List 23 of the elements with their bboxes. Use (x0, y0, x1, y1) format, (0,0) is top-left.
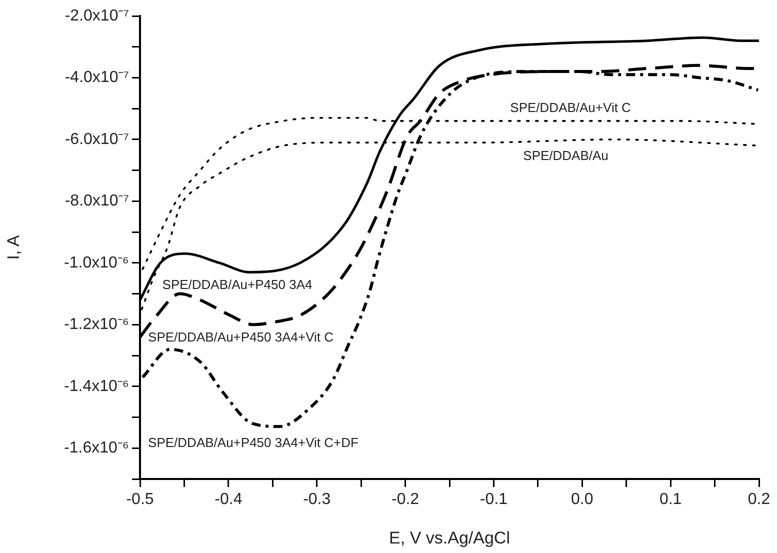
series-label: SPE/DDAB/Au (523, 148, 608, 163)
x-axis-title: E, V vs.Ag/AgCl (389, 528, 510, 548)
x-tick-label: 0.2 (748, 491, 770, 508)
y-tick-label: -1.2x10⁻⁶ (64, 316, 129, 334)
series-label: SPE/DDAB/Au+P450 3A4+Vit C (148, 329, 334, 344)
x-tick-label: 0.0 (571, 491, 594, 508)
x-tick-label: 0.1 (659, 491, 682, 508)
y-tick-label: -4.0x10⁻⁷ (64, 69, 130, 86)
y-axis-title: I, A (4, 234, 23, 260)
x-tick-label: -0.4 (214, 491, 242, 508)
y-tick-label: -1.4x10⁻⁶ (64, 378, 129, 395)
x-tick-label: -0.3 (303, 491, 331, 508)
y-tick-label: -2.0x10⁻⁷ (64, 7, 130, 24)
y-tick-label: -1.0x10⁻⁶ (64, 254, 129, 272)
y-tick-label: -8.0x10⁻⁷ (64, 192, 130, 210)
x-tick-label: -0.2 (391, 491, 420, 508)
series-label: SPE/DDAB/Au+P450 3A4 (162, 277, 312, 292)
x-tick-label: -0.5 (126, 491, 154, 508)
y-tick-label: -1.6x10⁻⁶ (64, 440, 129, 457)
x-tick-label: -0.1 (480, 491, 508, 508)
series-label: SPE/DDAB/Au+P450 3A4+Vit C+DF (148, 434, 359, 450)
series-label: SPE/DDAB/Au+Vit C (510, 100, 631, 116)
y-tick-label: -6.0x10⁻⁷ (64, 130, 130, 148)
